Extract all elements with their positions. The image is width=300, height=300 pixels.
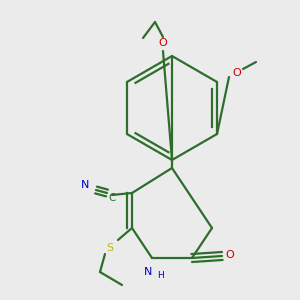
Text: O: O xyxy=(232,68,242,78)
Text: C: C xyxy=(108,193,116,203)
Text: O: O xyxy=(226,250,234,260)
Text: N: N xyxy=(81,180,89,190)
Text: O: O xyxy=(159,38,167,48)
Text: S: S xyxy=(106,243,114,253)
Text: H: H xyxy=(157,272,164,280)
Text: N: N xyxy=(144,267,152,277)
